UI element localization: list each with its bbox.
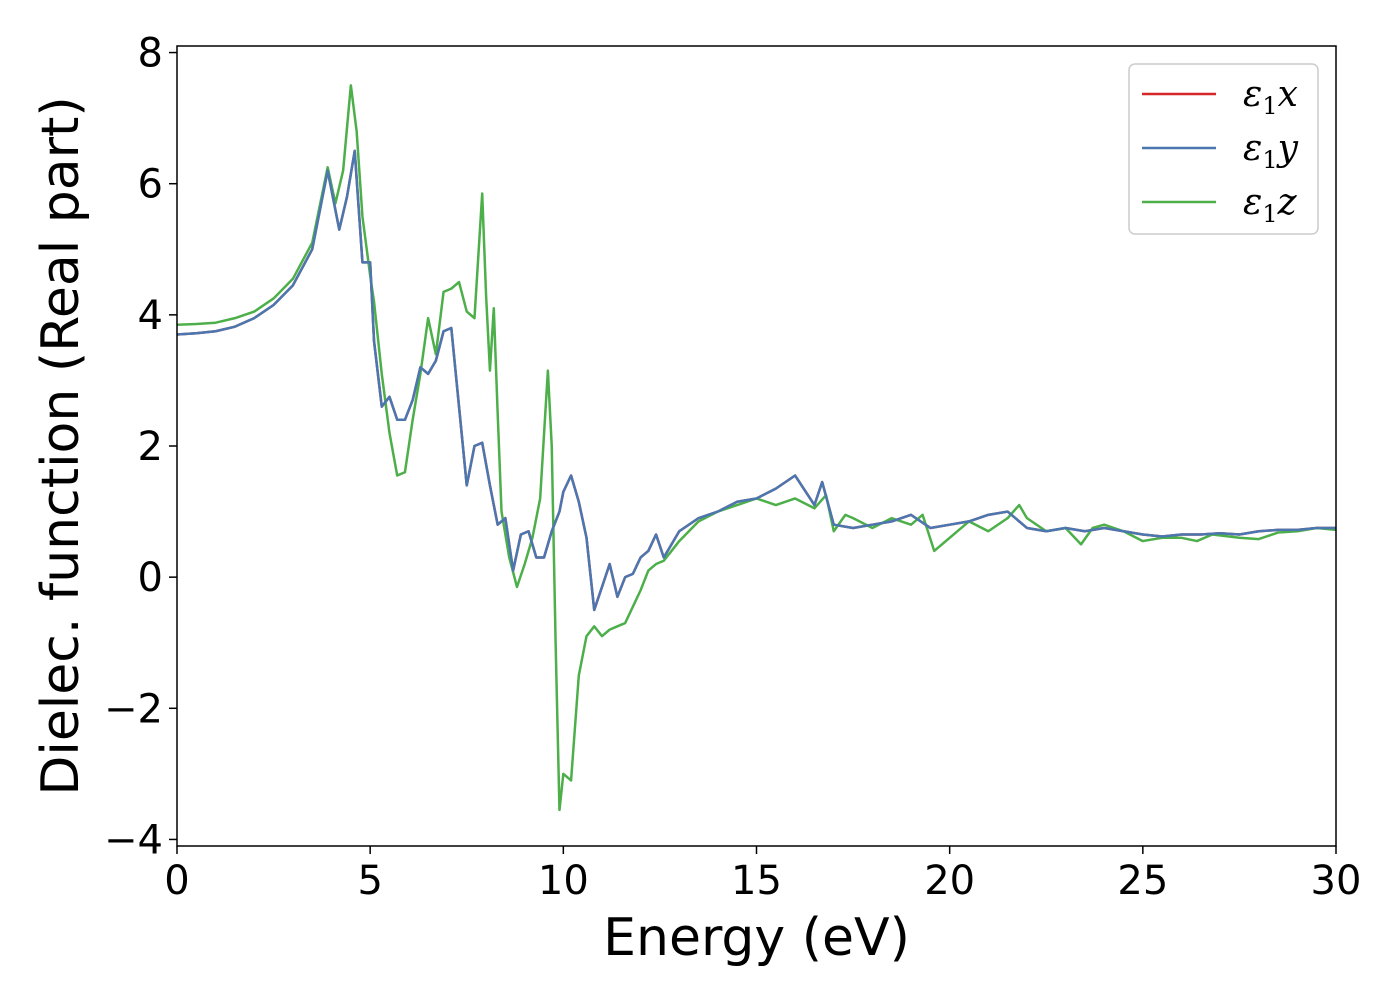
y-axis-label: Dielec. function (Real part) xyxy=(31,96,91,795)
y-tick-label: 8 xyxy=(138,31,163,77)
series-line-y xyxy=(177,149,1336,612)
y-tick-label: −2 xyxy=(104,686,163,732)
x-tick-label: 5 xyxy=(357,858,382,904)
y-tick-label: 4 xyxy=(138,293,163,339)
legend-symbol: ε xyxy=(1243,128,1262,169)
y-tick-label: 0 xyxy=(138,555,163,601)
legend-entry-y: ε1y xyxy=(1243,128,1299,174)
y-tick-label: 2 xyxy=(138,424,163,470)
plot-area xyxy=(177,84,1336,812)
legend-symbol: ε xyxy=(1243,182,1262,223)
legend-subscript: 1 xyxy=(1262,146,1277,174)
x-tick-label: 25 xyxy=(1117,858,1168,904)
x-tick-label: 10 xyxy=(538,858,589,904)
x-tick-label: 15 xyxy=(731,858,782,904)
legend-variable: z xyxy=(1277,182,1298,223)
legend-box xyxy=(1128,63,1319,235)
x-tick-label: 30 xyxy=(1311,858,1362,904)
legend-subscript: 1 xyxy=(1262,92,1277,120)
legend-subscript: 1 xyxy=(1262,200,1277,228)
y-tick-label: −4 xyxy=(104,817,163,863)
x-tick-label: 0 xyxy=(164,858,189,904)
y-tick-label: 6 xyxy=(138,162,163,208)
legend-entry-z: ε1z xyxy=(1243,182,1298,228)
legend-entry-x: ε1x xyxy=(1243,74,1298,120)
x-axis-label: Energy (eV) xyxy=(603,908,910,968)
legend-symbol: ε xyxy=(1243,74,1262,115)
x-axis: 0 5 10 15 20 25 30 xyxy=(164,846,1361,904)
series-line-z xyxy=(177,84,1336,812)
legend-variable: x xyxy=(1278,74,1298,115)
legend-variable: y xyxy=(1276,128,1299,169)
x-tick-label: 20 xyxy=(924,858,975,904)
y-axis: −4 −2 0 2 4 6 8 xyxy=(104,31,177,863)
